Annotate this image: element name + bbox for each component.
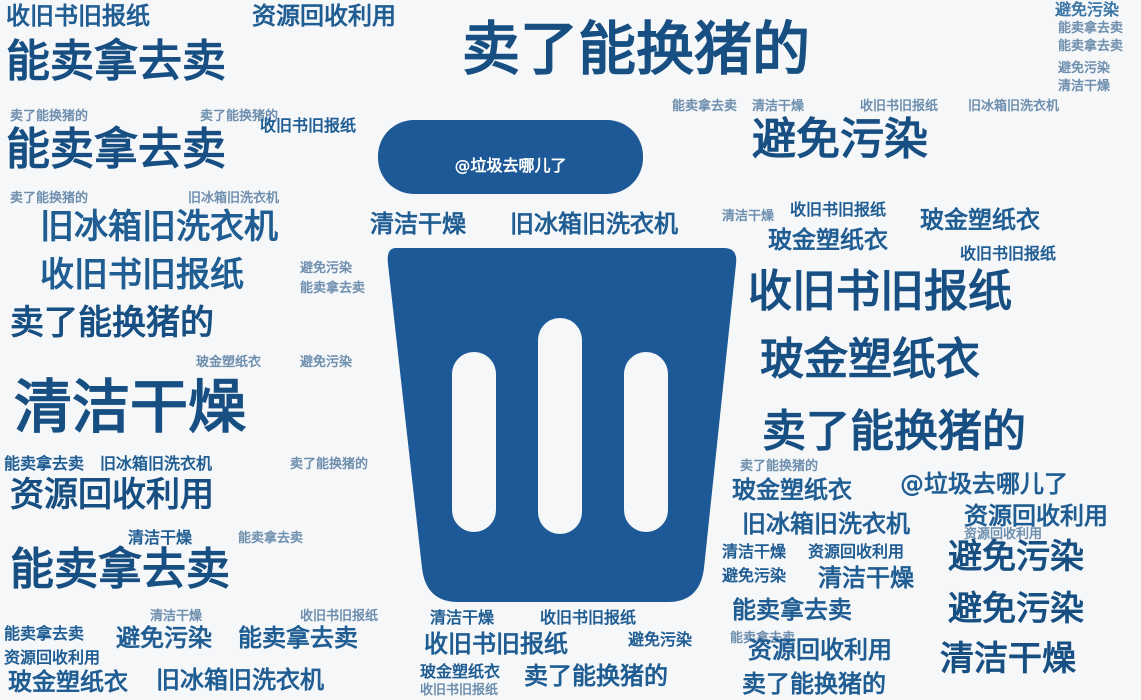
- word-small: 卖了能换猪的: [200, 109, 279, 124]
- word-small: 能卖拿去卖: [300, 281, 366, 296]
- word-jiubingxiang-md3: 旧冰箱旧洗衣机: [156, 666, 324, 694]
- word-shoujiushu-md: 收旧书旧报纸: [424, 630, 568, 658]
- word-small: 卖了能换猪的: [10, 109, 89, 124]
- word-small: 旧冰箱旧洗衣机: [100, 454, 213, 473]
- word-small: 收旧书旧报纸: [540, 608, 637, 627]
- word-jiubingxiang: 旧冰箱旧洗衣机: [40, 207, 278, 247]
- word-small: 清洁干燥: [722, 542, 787, 561]
- trash-bin-lid: [378, 120, 643, 194]
- word-shoujiushu-xl: 收旧书旧报纸: [748, 266, 1012, 317]
- word-shoujiushu-lg: 收旧书旧报纸: [40, 255, 244, 295]
- word-bojin: 玻金塑纸衣: [920, 206, 1040, 234]
- word-small: 资源回收利用: [808, 542, 905, 561]
- word-small: 能卖拿去卖: [730, 631, 796, 646]
- trash-bin-icon: [387, 248, 737, 602]
- lid-label: @垃圾去哪儿了: [454, 156, 567, 175]
- word-maile-lg: 卖了能换猪的: [10, 303, 214, 343]
- word-small: 避免污染: [300, 355, 353, 370]
- word-small: 清洁干燥: [128, 528, 193, 547]
- word-bojin-md2: 玻金塑纸衣: [8, 668, 128, 696]
- word-ziyuan: 资源回收利用: [252, 2, 396, 30]
- word-maile-md2: 卖了能换猪的: [742, 670, 886, 698]
- word-bimian-md: 避免污染: [116, 624, 212, 652]
- word-maile-md: 卖了能换猪的: [524, 662, 668, 690]
- word-small: 收旧书旧报纸: [260, 116, 357, 135]
- word-nengmai-md: 能卖拿去卖: [732, 596, 852, 624]
- word-small: 清洁干燥: [430, 608, 495, 627]
- word-ziyuan-md: 资源回收利用: [964, 502, 1108, 530]
- word-maile-xl: 卖了能换猪的: [762, 406, 1026, 457]
- word-bimian-lg: 避免污染: [948, 537, 1084, 577]
- word-small: 卖了能换猪的: [10, 191, 89, 206]
- word-nengmai-small: 能卖拿去卖: [1058, 39, 1124, 54]
- word-small: 旧冰箱旧洗衣机: [188, 191, 280, 206]
- word-bimian-large: 避免污染: [752, 114, 928, 165]
- word-bojin-md: 玻金塑纸衣: [732, 476, 852, 504]
- word-small: 能卖拿去卖: [672, 99, 738, 114]
- word-small: 卖了能换猪的: [290, 457, 369, 472]
- word-qingjie-small: 清洁干燥: [1058, 79, 1111, 94]
- word-bojin-xl: 玻金塑纸衣: [760, 334, 980, 385]
- word-ziyuan-md2: 资源回收利用: [748, 636, 892, 664]
- word-at-laji: @垃圾去哪儿了: [900, 470, 1068, 498]
- word-small: 清洁干燥: [752, 99, 805, 114]
- word-shoujiushu: 收旧书旧报纸: [6, 2, 150, 30]
- word-small: 旧冰箱旧洗衣机: [968, 99, 1060, 114]
- word-small: 清洁干燥: [150, 609, 203, 624]
- word-qingjie-lg: 清洁干燥: [940, 639, 1076, 679]
- word-small: 资源回收利用: [4, 648, 101, 667]
- word-small: 清洁干燥: [722, 209, 775, 224]
- word-small: 玻金塑纸衣: [420, 662, 501, 681]
- word-small: 收旧书旧报纸: [300, 609, 379, 624]
- word-jiubingxiang-md2: 旧冰箱旧洗衣机: [742, 510, 910, 538]
- word-bimian-lg2: 避免污染: [948, 589, 1084, 629]
- word-small: 能卖拿去卖: [4, 624, 85, 643]
- word-nengmai-md2: 能卖拿去卖: [238, 624, 358, 652]
- word-maile-large: 卖了能换猪的: [462, 15, 811, 83]
- word-nengmai-2: 能卖拿去卖: [6, 124, 226, 175]
- word-small: 避免污染: [300, 261, 353, 276]
- word-nengmai-large: 能卖拿去卖: [6, 36, 226, 87]
- word-small: 能卖拿去卖: [4, 454, 85, 473]
- word-small: 收旧书旧报纸: [960, 244, 1057, 263]
- word-small: 卖了能换猪的: [740, 459, 819, 474]
- word-nengmai-small: 能卖拿去卖: [1058, 21, 1124, 36]
- word-small: 玻金塑纸衣: [196, 355, 262, 370]
- word-qingjie: 清洁干燥: [370, 210, 466, 238]
- word-jiubingxiang-md: 旧冰箱旧洗衣机: [510, 210, 678, 238]
- word-bimian-small: 避免污染: [1058, 61, 1111, 76]
- word-ziyuan-lg: 资源回收利用: [10, 475, 214, 515]
- word-nengmai-xl: 能卖拿去卖: [10, 544, 230, 595]
- word-small: 避免污染: [722, 566, 787, 585]
- word-small: 收旧书旧报纸: [860, 99, 939, 114]
- word-bimian: 避免污染: [1055, 0, 1120, 19]
- word-small: 避免污染: [628, 630, 693, 649]
- word-small: 能卖拿去卖: [238, 531, 304, 546]
- word-small: 资源回收利用: [964, 527, 1043, 542]
- word-qingjie-xxl: 清洁干燥: [14, 373, 247, 441]
- word-small: 收旧书旧报纸: [420, 683, 499, 698]
- word-bojin-2: 玻金塑纸衣: [768, 226, 888, 254]
- word-qingjie-md: 清洁干燥: [818, 564, 914, 592]
- word-small: 收旧书旧报纸: [790, 200, 887, 219]
